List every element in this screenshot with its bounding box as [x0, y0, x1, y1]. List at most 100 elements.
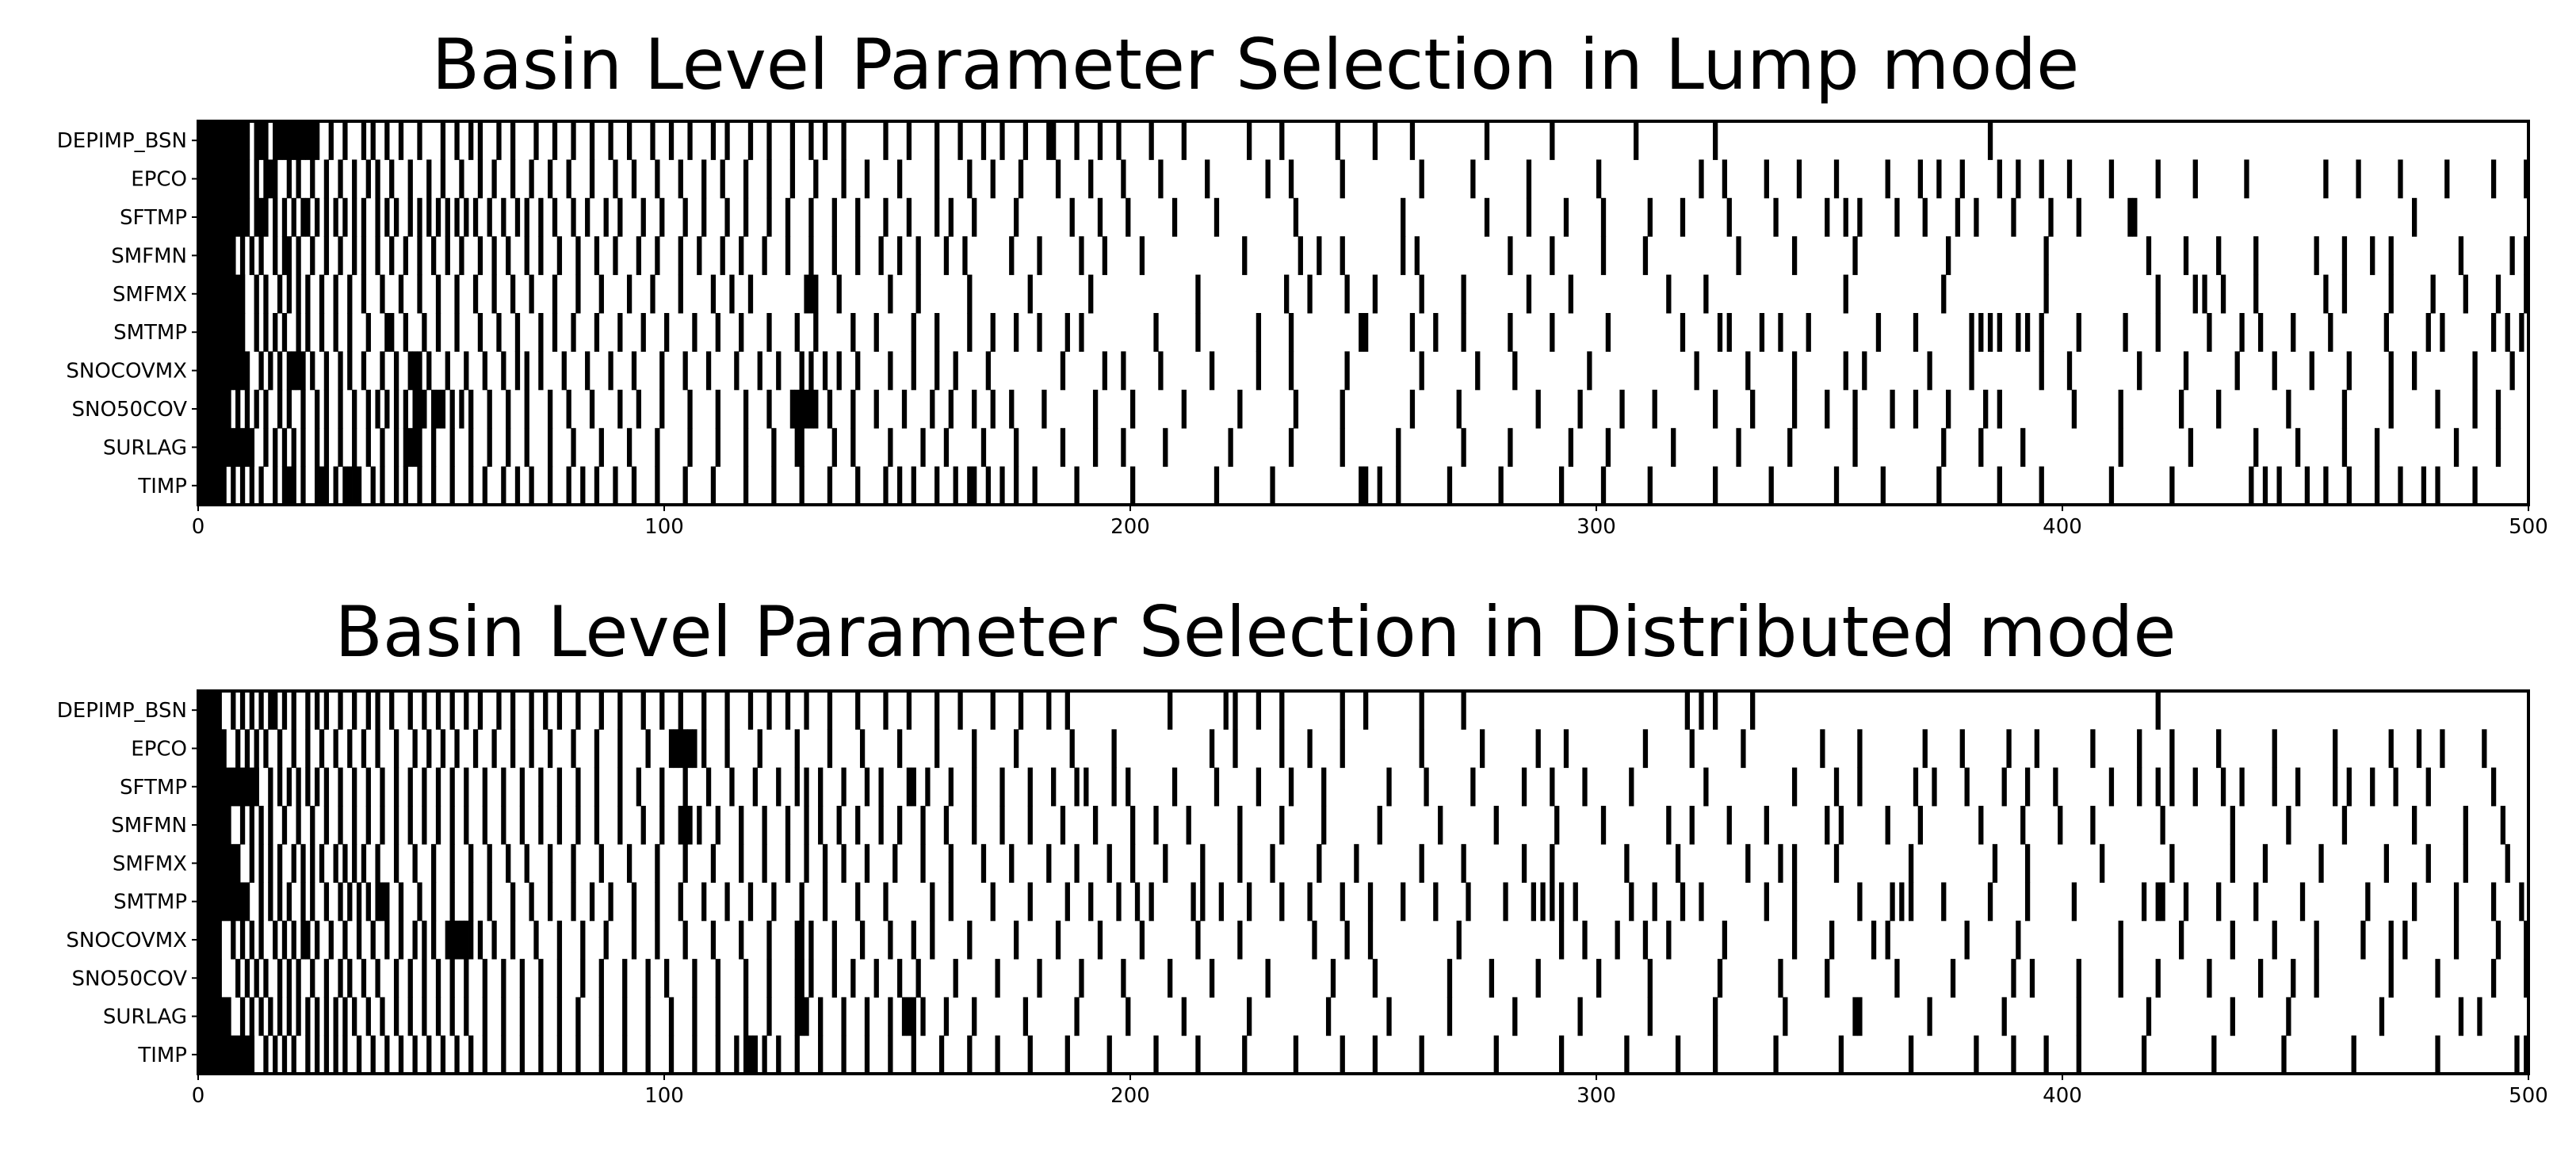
heatmap-cell — [244, 959, 250, 998]
heatmap-cell — [361, 121, 367, 160]
heatmap-cell — [464, 805, 469, 845]
heatmap-cell — [398, 121, 404, 160]
heatmap-cell — [254, 313, 259, 352]
heatmap-cell — [2412, 197, 2417, 237]
heatmap-cell — [724, 729, 730, 769]
heatmap-cell — [1414, 236, 1420, 276]
heatmap-cell — [799, 920, 805, 960]
heatmap-cell — [393, 197, 399, 237]
heatmap-cell — [1205, 159, 1210, 199]
heatmap-cell — [789, 389, 796, 429]
heatmap-cell — [1130, 805, 1136, 845]
heatmap-cell — [375, 389, 380, 429]
heatmap-cell — [999, 466, 1005, 506]
heatmap-cell — [1130, 844, 1136, 883]
heatmap-cell — [2388, 959, 2394, 998]
heatmap-cell — [883, 121, 889, 160]
heatmap-cell — [548, 428, 553, 468]
heatmap-cell — [464, 997, 469, 1036]
heatmap-cell — [2169, 767, 2175, 807]
heatmap-cell — [273, 159, 278, 199]
heatmap-cell — [323, 1035, 330, 1075]
heatmap-cell — [594, 466, 600, 506]
heatmap-cell — [277, 389, 283, 429]
heatmap-cell — [1163, 428, 1168, 468]
heatmap-cell — [254, 959, 259, 998]
heatmap-cell — [277, 959, 283, 998]
heatmap-cell — [431, 844, 437, 883]
heatmap-cell — [254, 159, 259, 199]
heatmap-cell — [300, 882, 306, 922]
heatmap-cell — [1233, 729, 1238, 769]
heatmap-cell — [315, 466, 320, 506]
heatmap-cell — [645, 959, 651, 998]
heatmap-cell — [2230, 920, 2235, 960]
heatmap-cell — [762, 805, 767, 845]
heatmap-cell — [2071, 882, 2077, 922]
heatmap-cell — [883, 197, 889, 237]
heatmap-cell — [1857, 767, 1863, 807]
heatmap-cell — [1097, 121, 1103, 160]
heatmap-cell — [2421, 466, 2427, 506]
heatmap-cell — [365, 159, 371, 199]
heatmap-cell — [477, 159, 483, 199]
heatmap-cell — [2425, 844, 2431, 883]
heatmap-cell — [459, 236, 464, 276]
heatmap-cell — [510, 274, 516, 314]
heatmap-cell — [598, 1035, 604, 1075]
heatmap-cell — [967, 313, 973, 352]
heatmap-cell — [412, 729, 418, 769]
heatmap-cell — [2257, 959, 2264, 998]
heatmap-cell — [426, 1035, 432, 1075]
heatmap-cell — [323, 236, 330, 276]
heatmap-cell — [305, 997, 311, 1036]
heatmap-cell — [855, 691, 861, 730]
y-tick-label: SNO50COV — [72, 398, 188, 422]
heatmap-cell — [365, 691, 371, 730]
heatmap-cell — [2146, 997, 2152, 1036]
heatmap-cell — [836, 351, 842, 391]
heatmap-cell — [1060, 351, 1066, 391]
heatmap-cell — [338, 959, 343, 998]
heatmap-cell — [799, 466, 805, 506]
heatmap-cell — [1941, 274, 1947, 314]
heatmap-cell — [794, 428, 800, 468]
heatmap-cell — [1624, 1035, 1630, 1075]
heatmap-cell — [449, 466, 455, 506]
heatmap-cell — [296, 805, 301, 845]
heatmap-cell — [1148, 121, 1154, 160]
heatmap-cell — [2155, 691, 2161, 730]
heatmap-cell — [482, 1035, 487, 1075]
heatmap-cell — [548, 389, 553, 429]
heatmap-cell — [743, 159, 749, 199]
heatmap-cell — [258, 997, 264, 1036]
heatmap-cell — [771, 428, 777, 468]
heatmap-cell — [906, 197, 912, 237]
heatmap-cell — [1046, 844, 1052, 883]
heatmap-cell — [556, 767, 563, 807]
heatmap-cell — [999, 121, 1005, 160]
heatmap-cell — [435, 691, 441, 730]
heatmap-cell — [664, 959, 670, 998]
heatmap-cell — [365, 882, 371, 922]
y-tick-label: SMTMP — [113, 321, 187, 345]
heatmap-cell — [2024, 767, 2031, 807]
heatmap-cell — [2053, 767, 2058, 807]
heatmap-cell — [1820, 729, 1825, 769]
heatmap-cell — [426, 159, 432, 199]
heatmap-cell — [855, 236, 861, 276]
heatmap-cell — [519, 959, 525, 998]
heatmap-cell — [766, 691, 772, 730]
heatmap-cell — [1787, 428, 1793, 468]
heatmap-cell — [948, 844, 954, 883]
heatmap-cell — [682, 197, 688, 237]
heatmap-cell — [1288, 767, 1294, 807]
heatmap-cell — [2192, 274, 2198, 314]
heatmap-cell — [291, 466, 296, 506]
heatmap-cell — [1642, 236, 1649, 276]
heatmap-cell — [407, 428, 413, 468]
heatmap-cell — [538, 767, 544, 807]
heatmap-cell — [1750, 691, 1756, 730]
heatmap-cell — [333, 466, 338, 506]
heatmap-cell — [2202, 274, 2207, 314]
